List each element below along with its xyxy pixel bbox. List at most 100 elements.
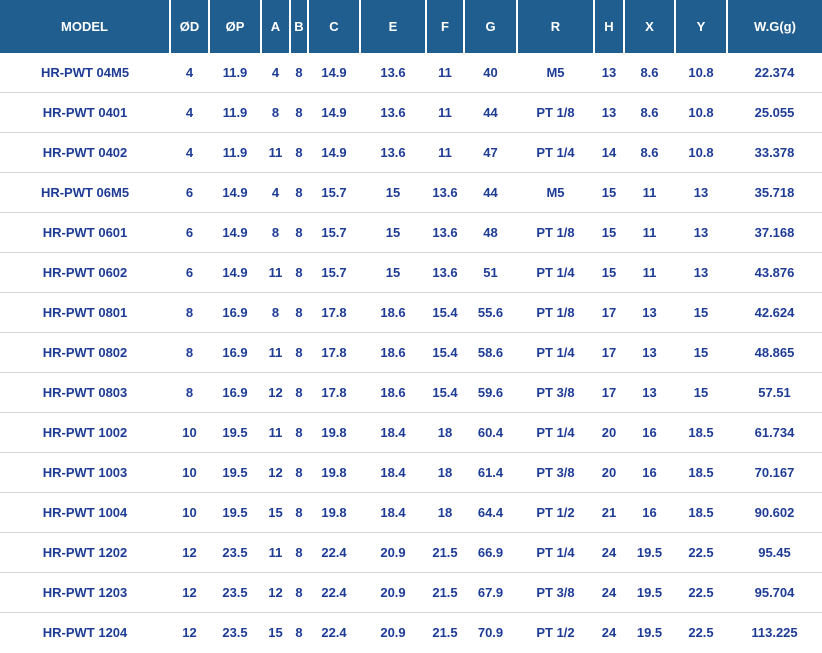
table-row: HR-PWT 1004 10 19.5 15 8 19.8 18.4 18 64.4 PT 1/2… — [0, 492, 822, 533]
value-cell: 13 — [675, 212, 727, 253]
value-cell: 11 — [261, 532, 290, 573]
value-cell: 23.5 — [209, 532, 261, 573]
column-header-d: ØD — [170, 0, 210, 53]
value-cell: 18.6 — [360, 332, 426, 373]
model-cell: HR-PWT 1204 — [0, 612, 170, 652]
table-row: HR-PWT 0601 6 14.9 8 8 15.7 15 13.6 48 PT 1/8 15 11… — [0, 212, 822, 253]
value-cell: 90.602 — [727, 492, 822, 533]
value-cell: 6 — [170, 212, 209, 253]
value-cell: 10 — [170, 412, 209, 453]
value-cell: 12 — [261, 572, 290, 613]
value-cell: 19.5 — [624, 532, 675, 573]
value-cell: 17 — [594, 332, 624, 373]
value-cell: 18 — [426, 492, 464, 533]
table-row: HR-PWT 1204 12 23.5 15 8 22.4 20.9 21.5 70.9 PT 1… — [0, 612, 822, 652]
value-cell: 15 — [594, 172, 624, 213]
value-cell: PT 1/4 — [517, 132, 594, 173]
value-cell: 11 — [624, 252, 675, 293]
value-cell: 14.9 — [308, 92, 360, 133]
value-cell: 19.5 — [624, 612, 675, 652]
table-row: HR-PWT 0401 4 11.9 8 8 14.9 13.6 11 44 PT 1/8 13 8.… — [0, 92, 822, 133]
value-cell: 15.7 — [308, 172, 360, 213]
value-cell: 12 — [170, 612, 209, 652]
value-cell: 4 — [170, 132, 209, 173]
value-cell: 8 — [290, 412, 308, 453]
value-cell: 4 — [170, 92, 209, 133]
value-cell: PT 1/4 — [517, 252, 594, 293]
column-header-b: B — [290, 0, 309, 53]
column-header-y: Y — [675, 0, 728, 53]
value-cell: 24 — [594, 532, 624, 573]
model-cell: HR-PWT 0803 — [0, 372, 170, 413]
table-row: HR-PWT 0802 8 16.9 11 8 17.8 18.6 15.4 58.6 PT 1/… — [0, 332, 822, 373]
value-cell: PT 1/4 — [517, 332, 594, 373]
value-cell: 18.4 — [360, 492, 426, 533]
value-cell: 21.5 — [426, 612, 464, 652]
value-cell: 15 — [675, 332, 727, 373]
value-cell: 13 — [624, 332, 675, 373]
value-cell: 17.8 — [308, 372, 360, 413]
value-cell: 44 — [464, 92, 517, 133]
value-cell: 8 — [290, 53, 308, 93]
value-cell: 12 — [261, 452, 290, 493]
value-cell: 48.865 — [727, 332, 822, 373]
value-cell: PT 1/2 — [517, 492, 594, 533]
value-cell: 13 — [624, 292, 675, 333]
value-cell: 16 — [624, 492, 675, 533]
value-cell: 16 — [624, 452, 675, 493]
value-cell: 21.5 — [426, 572, 464, 613]
value-cell: 11 — [261, 412, 290, 453]
value-cell: PT 3/8 — [517, 452, 594, 493]
model-cell: HR-PWT 0602 — [0, 252, 170, 293]
value-cell: 13 — [675, 252, 727, 293]
table-row: HR-PWT 1003 10 19.5 12 8 19.8 18.4 18 61.4 PT 3/8… — [0, 452, 822, 493]
value-cell: 10.8 — [675, 53, 727, 93]
value-cell: 13.6 — [426, 212, 464, 253]
column-header-w-g-g: W.G(g) — [727, 0, 822, 53]
table-row: HR-PWT 04M5 4 11.9 4 8 14.9 13.6 11 40 M5 13 8.6 10.… — [0, 53, 822, 93]
table-header: MODEL ØD ØP A B C E F G R H X Y W.G(g) — [0, 0, 822, 53]
model-cell: HR-PWT 06M5 — [0, 172, 170, 213]
value-cell: 8 — [170, 332, 209, 373]
value-cell: 8 — [290, 372, 308, 413]
table-row: HR-PWT 0801 8 16.9 8 8 17.8 18.6 15.4 55.6 PT 1/8… — [0, 292, 822, 333]
value-cell: 4 — [170, 53, 209, 93]
value-cell: 23.5 — [209, 572, 261, 613]
value-cell: 22.4 — [308, 532, 360, 573]
value-cell: 11 — [624, 172, 675, 213]
value-cell: 18.5 — [675, 452, 727, 493]
value-cell: 8 — [290, 212, 308, 253]
value-cell: PT 3/8 — [517, 572, 594, 613]
value-cell: 15 — [675, 292, 727, 333]
value-cell: 60.4 — [464, 412, 517, 453]
value-cell: 61.4 — [464, 452, 517, 493]
value-cell: 21 — [594, 492, 624, 533]
value-cell: 12 — [170, 532, 209, 573]
value-cell: 43.876 — [727, 252, 822, 293]
value-cell: 44 — [464, 172, 517, 213]
column-header-h: H — [594, 0, 625, 53]
value-cell: 55.6 — [464, 292, 517, 333]
value-cell: 19.5 — [624, 572, 675, 613]
model-cell: HR-PWT 04M5 — [0, 53, 170, 93]
value-cell: 8 — [290, 612, 308, 652]
value-cell: 18.6 — [360, 292, 426, 333]
value-cell: 35.718 — [727, 172, 822, 213]
value-cell: 95.45 — [727, 532, 822, 573]
value-cell: 8.6 — [624, 53, 675, 93]
column-header-r: R — [517, 0, 595, 53]
value-cell: 8 — [290, 332, 308, 373]
value-cell: 23.5 — [209, 612, 261, 652]
value-cell: 11 — [261, 332, 290, 373]
value-cell: 16.9 — [209, 372, 261, 413]
value-cell: 15.4 — [426, 332, 464, 373]
column-header-g: G — [464, 0, 518, 53]
value-cell: 51 — [464, 252, 517, 293]
value-cell: 22.5 — [675, 532, 727, 573]
value-cell: 8.6 — [624, 132, 675, 173]
value-cell: PT 1/2 — [517, 612, 594, 652]
value-cell: 15 — [360, 212, 426, 253]
value-cell: 40 — [464, 53, 517, 93]
value-cell: 64.4 — [464, 492, 517, 533]
value-cell: 59.6 — [464, 372, 517, 413]
